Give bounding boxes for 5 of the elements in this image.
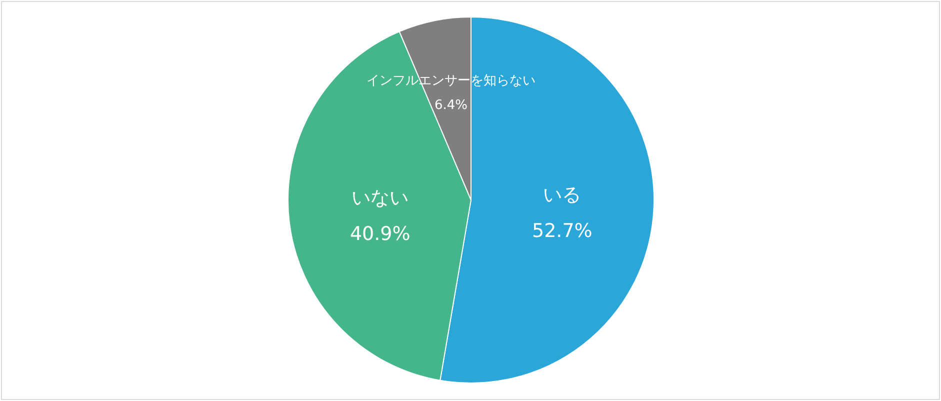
data-label: 52.7% <box>532 220 592 242</box>
data-label: 6.4% <box>434 98 468 114</box>
data-label: 40.9% <box>350 222 410 245</box>
slice-label: いる <box>543 184 582 206</box>
slice-label: いない <box>352 186 409 209</box>
